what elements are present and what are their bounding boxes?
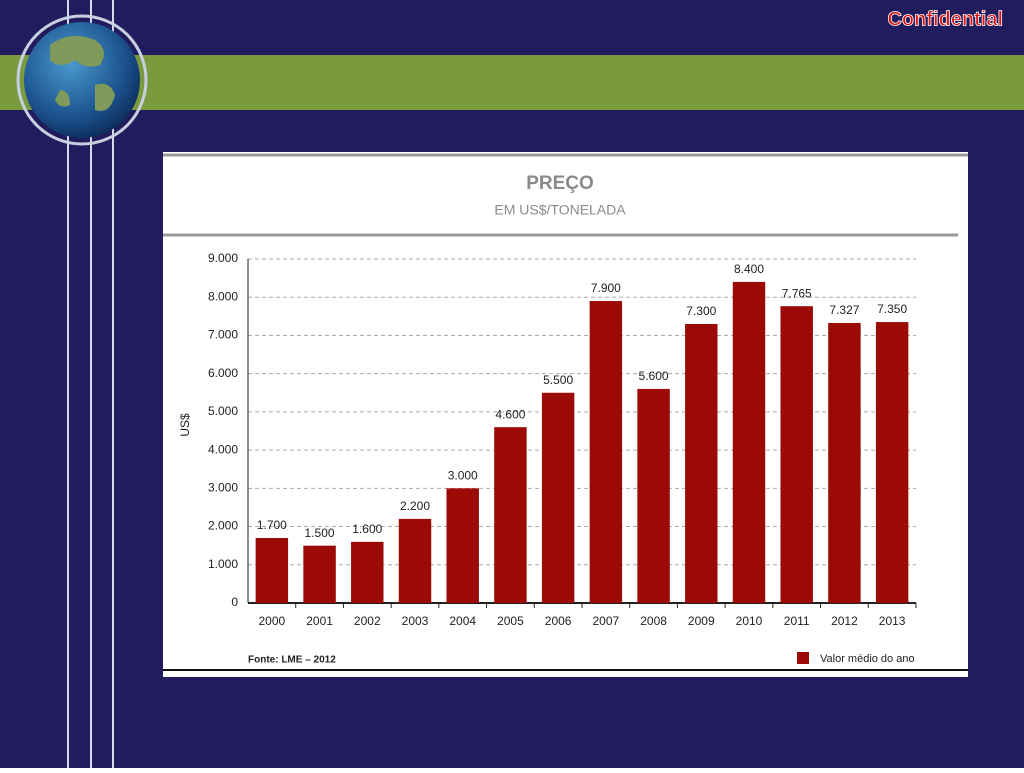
legend-label: Valor médio do ano bbox=[820, 653, 915, 665]
x-tick-label: 2007 bbox=[593, 614, 620, 628]
y-tick-label: 6.000 bbox=[208, 366, 238, 380]
source-note: Fonte: LME – 2012 bbox=[248, 655, 336, 666]
x-tick-label: 2000 bbox=[259, 614, 286, 628]
value-label: 7.765 bbox=[782, 286, 812, 300]
green-band bbox=[0, 55, 1024, 110]
value-label: 5.500 bbox=[543, 373, 573, 387]
y-tick-label: 4.000 bbox=[208, 442, 238, 456]
value-label: 1.600 bbox=[352, 522, 382, 536]
x-tick-label: 2011 bbox=[784, 614, 810, 628]
y-tick-label: 3.000 bbox=[208, 481, 238, 495]
bar bbox=[828, 322, 861, 603]
value-label: 5.600 bbox=[639, 369, 669, 383]
y-tick-label: 5.000 bbox=[208, 404, 238, 418]
bar bbox=[732, 281, 766, 603]
x-tick-label: 2009 bbox=[688, 614, 715, 628]
x-tick-label: 2004 bbox=[449, 614, 476, 628]
value-label: 2.200 bbox=[400, 499, 430, 513]
y-tick-label: 8.000 bbox=[208, 289, 238, 303]
x-tick-label: 2008 bbox=[640, 614, 667, 628]
bar bbox=[398, 518, 432, 603]
y-tick-label: 1.000 bbox=[208, 557, 238, 571]
value-label: 3.000 bbox=[448, 469, 478, 483]
confidential-label: Confidential bbox=[887, 8, 1003, 30]
bar bbox=[255, 538, 289, 603]
bar bbox=[637, 388, 670, 603]
value-label: 7.300 bbox=[686, 304, 716, 318]
y-tick-label: 2.000 bbox=[208, 519, 238, 533]
x-tick-label: 2005 bbox=[497, 614, 524, 628]
chart-subtitle: EM US$/TONELADA bbox=[494, 202, 626, 218]
x-tick-label: 2012 bbox=[831, 614, 858, 628]
value-label: 4.600 bbox=[495, 407, 525, 421]
y-tick-label: 9.000 bbox=[208, 251, 238, 265]
y-axis-label: US$ bbox=[178, 413, 192, 437]
value-label: 1.700 bbox=[257, 518, 287, 532]
bar bbox=[589, 301, 623, 603]
bar bbox=[351, 541, 384, 603]
bar bbox=[494, 427, 527, 603]
bar bbox=[541, 392, 575, 603]
x-tick-label: 2001 bbox=[306, 614, 333, 628]
x-tick-label: 2003 bbox=[402, 614, 429, 628]
globe-land bbox=[50, 36, 115, 111]
chart-title: PREÇO bbox=[526, 173, 594, 194]
value-label: 7.900 bbox=[591, 281, 621, 295]
x-tick-label: 2002 bbox=[354, 614, 381, 628]
value-label: 8.400 bbox=[734, 262, 764, 276]
value-label: 7.327 bbox=[829, 303, 859, 317]
x-tick-label: 2010 bbox=[736, 614, 763, 628]
bar bbox=[303, 545, 336, 603]
x-tick-label: 2006 bbox=[545, 614, 572, 628]
value-label: 1.500 bbox=[305, 526, 335, 540]
y-tick-label: 0 bbox=[231, 595, 238, 609]
y-tick-label: 7.000 bbox=[208, 328, 238, 342]
legend-swatch bbox=[797, 652, 809, 664]
bar bbox=[875, 322, 909, 603]
globe-ring bbox=[16, 14, 148, 146]
bar bbox=[446, 488, 479, 603]
bar bbox=[780, 306, 813, 603]
value-label: 7.350 bbox=[877, 302, 907, 316]
x-tick-label: 2013 bbox=[879, 614, 906, 628]
bar bbox=[685, 323, 718, 603]
